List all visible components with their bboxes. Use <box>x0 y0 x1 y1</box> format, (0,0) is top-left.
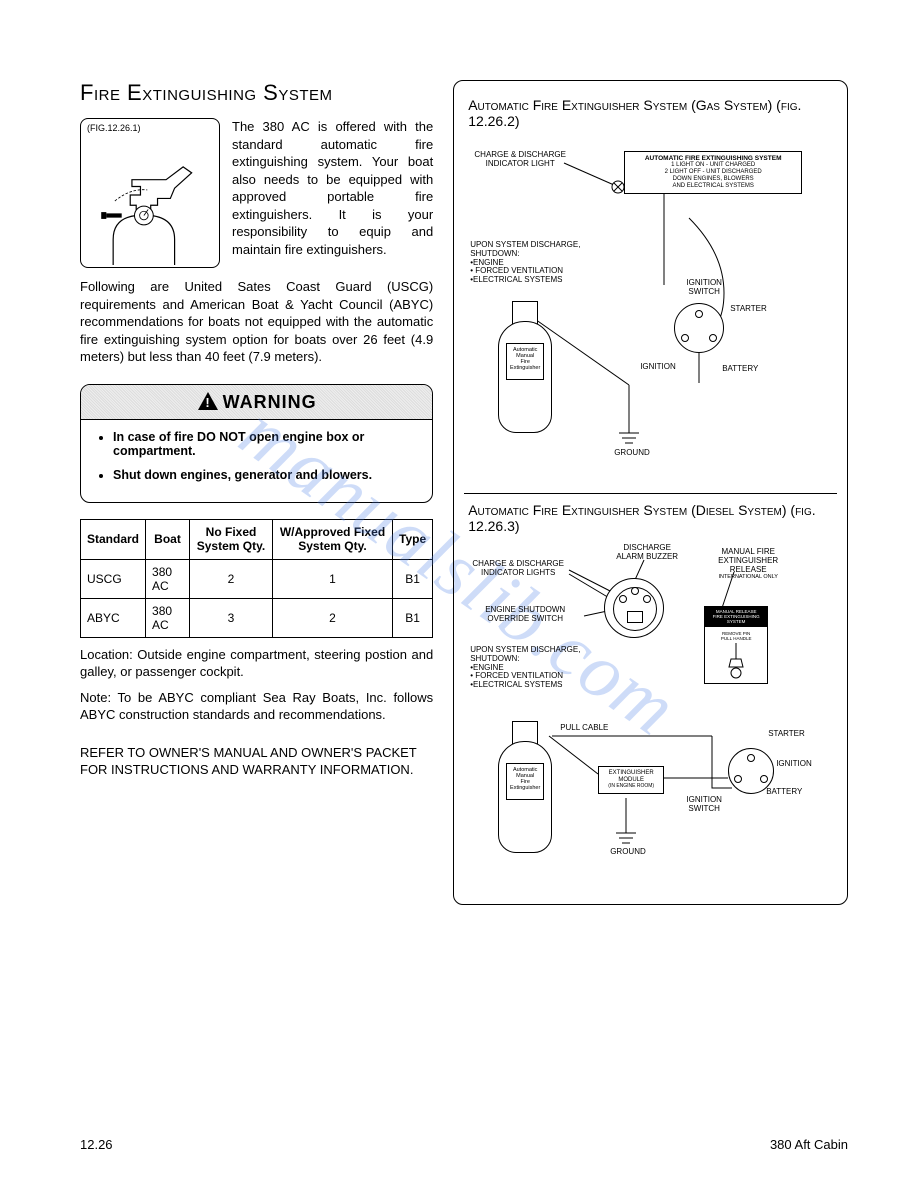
th-nofixed: No Fixed System Qty. <box>190 519 273 559</box>
warning-triangle-icon: ! <box>197 391 219 411</box>
label-ignition-b: IGNITION <box>776 760 812 769</box>
diagram-a-title: Automatic Fire Extinguisher System (Gas … <box>468 97 837 129</box>
label-ground: GROUND <box>614 449 650 458</box>
ignition-switch-icon <box>674 303 724 353</box>
warning-item-1: In case of fire DO NOT open engine box o… <box>113 430 418 458</box>
extinguisher-table: Standard Boat No Fixed System Qty. W/App… <box>80 519 433 638</box>
left-column: Fire Extinguishing System (FIG.12.26.1) … <box>80 80 433 905</box>
warning-box: ! WARNING In case of fire DO NOT open en… <box>80 384 433 503</box>
ext-module-text: EXTINGUISHER MODULE <box>602 770 660 784</box>
cell: 2 <box>272 598 392 637</box>
location-paragraph: Location: Outside engine compartment, st… <box>80 646 433 681</box>
paragraph-requirements: Following are United Sates Coast Guard (… <box>80 278 433 366</box>
panel-title: AUTOMATIC FIRE EXTINGUISHING SYSTEM <box>628 155 798 162</box>
label-alarm-buzzer: DISCHARGE ALARM BUZZER <box>612 544 682 562</box>
cylinder-label: Automatic Manual Fire Extinguisher <box>506 343 544 380</box>
discharge-items-b: •ENGINE • FORCED VENTILATION •ELECTRICAL… <box>470 664 563 690</box>
label-battery: BATTERY <box>722 365 758 374</box>
footer-model: 380 Aft Cabin <box>770 1137 848 1152</box>
label-starter: STARTER <box>730 305 767 314</box>
diagram-divider <box>464 493 837 494</box>
table-row: USCG 380 AC 2 1 B1 <box>81 559 433 598</box>
cell: B1 <box>393 559 433 598</box>
gauge-icon <box>604 578 664 638</box>
manual-release-text: MANUAL FIRE EXTINGUISHER RELEASE <box>718 547 778 574</box>
label-ground-b: GROUND <box>610 848 646 857</box>
cylinder-label-b: Automatic Manual Fire Extinguisher <box>506 763 544 800</box>
figure-1-box: (FIG.12.26.1) <box>80 118 220 268</box>
cylinder-icon-b: Automatic Manual Fire Extinguisher <box>498 713 550 853</box>
th-type: Type <box>393 519 433 559</box>
cell: USCG <box>81 559 146 598</box>
th-standard: Standard <box>81 519 146 559</box>
th-boat: Boat <box>146 519 190 559</box>
manual-release-sub: INTERNATIONAL ONLY <box>708 574 788 580</box>
th-approved: W/Approved Fixed System Qty. <box>272 519 392 559</box>
cell: 1 <box>272 559 392 598</box>
warning-item-2: Shut down engines, generator and blowers… <box>113 468 418 482</box>
ext-module-sub: (IN ENGINE ROOM) <box>602 784 660 790</box>
svg-text:!: ! <box>205 395 210 410</box>
label-starter-b: STARTER <box>768 730 805 739</box>
label-upon-discharge: UPON SYSTEM DISCHARGE, SHUTDOWN: •ENGINE… <box>470 241 600 285</box>
extinguisher-module-box: EXTINGUISHER MODULE (IN ENGINE ROOM) <box>598 766 664 794</box>
footer-page-number: 12.26 <box>80 1137 113 1152</box>
label-ignition-switch: IGNITION SWITCH <box>679 279 729 297</box>
cylinder-icon: Automatic Manual Fire Extinguisher <box>498 293 550 433</box>
diagram-a: CHARGE & DISCHARGE INDICATOR LIGHT AUTOM… <box>464 133 837 483</box>
section-title: Fire Extinguishing System <box>80 80 433 106</box>
pull-handle-icon <box>721 643 751 679</box>
indicator-light-icon <box>611 180 625 194</box>
release-handle-header: MANUAL RELEASE FIRE EXTINGUISHING SYSTEM <box>705 607 767 627</box>
release-handle-box: MANUAL RELEASE FIRE EXTINGUISHING SYSTEM… <box>704 606 768 684</box>
discharge-title: UPON SYSTEM DISCHARGE, SHUTDOWN: <box>470 240 580 258</box>
label-manual-release: MANUAL FIRE EXTINGUISHER RELEASE INTERNA… <box>708 548 788 580</box>
warning-title: WARNING <box>223 392 317 412</box>
fire-extinguisher-icon <box>85 137 213 265</box>
cell: 380 AC <box>146 598 190 637</box>
panel-lines: 1 LIGHT ON - UNIT CHARGED 2 LIGHT OFF - … <box>628 162 798 190</box>
cell: 380 AC <box>146 559 190 598</box>
diagram-b: CHARGE & DISCHARGE INDICATOR LIGHTS DISC… <box>464 538 837 878</box>
label-override: ENGINE SHUTDOWN OVERRIDE SWITCH <box>470 606 580 624</box>
label-battery-b: BATTERY <box>766 788 802 797</box>
label-upon-discharge-b: UPON SYSTEM DISCHARGE, SHUTDOWN: •ENGINE… <box>470 646 600 690</box>
discharge-title-b: UPON SYSTEM DISCHARGE, SHUTDOWN: <box>470 645 580 663</box>
right-column: Automatic Fire Extinguisher System (Gas … <box>453 80 848 905</box>
discharge-items: •ENGINE • FORCED VENTILATION •ELECTRICAL… <box>470 259 563 285</box>
panel-box: AUTOMATIC FIRE EXTINGUISHING SYSTEM 1 LI… <box>624 151 802 194</box>
cell: 3 <box>190 598 273 637</box>
label-charge-indicator: CHARGE & DISCHARGE INDICATOR LIGHT <box>470 151 570 169</box>
label-ignition-switch-b: IGNITION SWITCH <box>680 796 728 814</box>
note-paragraph: Note: To be ABYC compliant Sea Ray Boats… <box>80 689 433 724</box>
label-charge-lights: CHARGE & DISCHARGE INDICATOR LIGHTS <box>468 560 568 578</box>
cell: B1 <box>393 598 433 637</box>
page-footer: 12.26 380 Aft Cabin <box>80 1137 848 1152</box>
figure-1-caption: (FIG.12.26.1) <box>87 123 213 133</box>
label-pull-cable: PULL CABLE <box>560 724 608 733</box>
table-row: ABYC 380 AC 3 2 B1 <box>81 598 433 637</box>
refer-paragraph: REFER TO OWNER'S MANUAL AND OWNER'S PACK… <box>80 744 433 779</box>
diagram-b-title: Automatic Fire Extinguisher System (Dies… <box>468 502 837 534</box>
warning-header: ! WARNING <box>81 385 432 420</box>
intro-paragraph: The 380 AC is offered with the standard … <box>232 118 433 268</box>
release-handle-inner: REMOVE PIN PULL HANDLE <box>705 631 767 641</box>
label-ignition: IGNITION <box>640 363 676 372</box>
cell: ABYC <box>81 598 146 637</box>
cell: 2 <box>190 559 273 598</box>
